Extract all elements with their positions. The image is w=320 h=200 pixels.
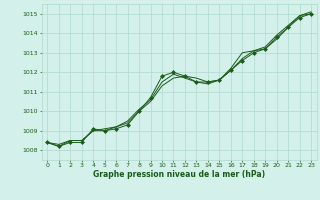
X-axis label: Graphe pression niveau de la mer (hPa): Graphe pression niveau de la mer (hPa)	[93, 170, 265, 179]
